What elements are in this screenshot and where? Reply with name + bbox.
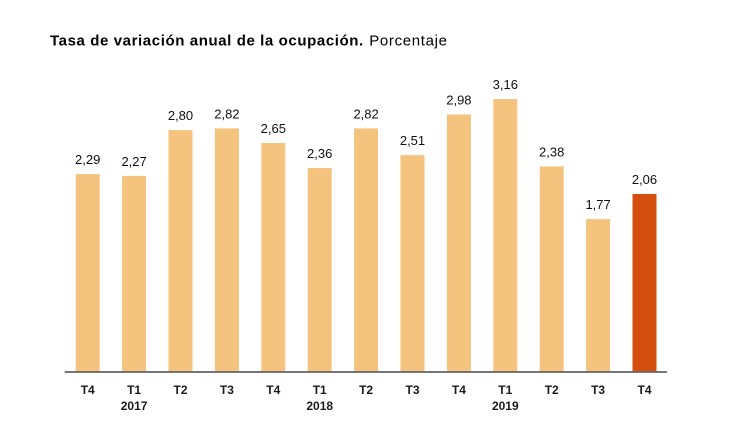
svg-text:3,16: 3,16 [493, 77, 518, 92]
svg-text:T1: T1 [313, 383, 327, 397]
svg-text:2,27: 2,27 [121, 154, 146, 169]
svg-text:T2: T2 [173, 383, 187, 397]
svg-text:2,82: 2,82 [214, 106, 239, 121]
svg-text:2,38: 2,38 [539, 144, 564, 159]
svg-text:T4: T4 [266, 383, 280, 397]
svg-text:2017: 2017 [121, 399, 148, 413]
svg-text:T4: T4 [637, 383, 651, 397]
svg-text:2019: 2019 [492, 399, 519, 413]
svg-text:T1: T1 [498, 383, 512, 397]
svg-text:2,29: 2,29 [75, 152, 100, 167]
svg-text:T3: T3 [405, 383, 419, 397]
svg-text:2,06: 2,06 [632, 172, 657, 187]
svg-text:2,98: 2,98 [446, 93, 471, 108]
svg-text:T4: T4 [452, 383, 466, 397]
svg-text:T1: T1 [127, 383, 141, 397]
svg-text:1,77: 1,77 [585, 197, 610, 212]
svg-text:2,82: 2,82 [353, 106, 378, 121]
svg-text:T2: T2 [545, 383, 559, 397]
svg-text:2,36: 2,36 [307, 146, 332, 161]
svg-text:Tasa de variación anual de la: Tasa de variación anual de la ocupación. [50, 33, 364, 50]
svg-text:2,80: 2,80 [168, 108, 193, 123]
svg-text:T3: T3 [220, 383, 234, 397]
svg-text:Porcentaje: Porcentaje [369, 33, 448, 50]
svg-text:T3: T3 [591, 383, 605, 397]
svg-text:2,65: 2,65 [261, 121, 286, 136]
svg-text:T4: T4 [81, 383, 95, 397]
svg-text:T2: T2 [359, 383, 373, 397]
svg-text:2,51: 2,51 [400, 133, 425, 148]
svg-text:2018: 2018 [306, 399, 333, 413]
